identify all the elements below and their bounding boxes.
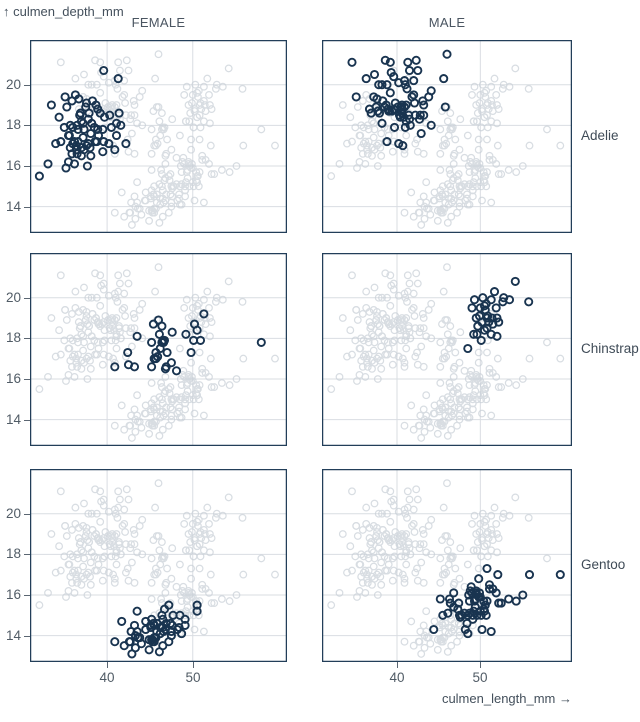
x-tick-label: 40 — [99, 670, 115, 685]
highlight-points — [110, 600, 202, 659]
y-tick-label: 16 — [5, 587, 21, 602]
facet-panel-gentoo-male — [322, 469, 572, 662]
y-tick-label: 14 — [5, 412, 21, 427]
highlight-points — [34, 65, 131, 181]
x-tick-mark — [193, 662, 194, 668]
panel-frame — [30, 253, 287, 446]
y-tick-label: 18 — [5, 546, 21, 561]
facet-panel-gentoo-female — [30, 469, 287, 662]
facet-panel-chinstrap-female — [30, 253, 287, 446]
panel-frame — [322, 40, 572, 233]
row-label-gentoo: Gentoo — [581, 557, 626, 572]
y-tick-mark — [24, 379, 30, 380]
highlight-points — [110, 309, 266, 376]
x-axis-title: culmen_length_mm → — [441, 691, 572, 706]
y-tick-label: 20 — [5, 290, 21, 305]
x-tick-mark — [480, 662, 481, 668]
y-tick-label: 18 — [5, 117, 21, 132]
y-tick-label: 16 — [5, 158, 21, 173]
y-tick-mark — [24, 298, 30, 299]
y-tick-label: 14 — [5, 199, 21, 214]
x-tick-label: 40 — [389, 670, 405, 685]
x-tick-mark — [107, 662, 108, 668]
y-tick-mark — [24, 338, 30, 339]
row-label-chinstrap: Chinstrap — [581, 341, 639, 356]
background-points — [327, 479, 565, 658]
y-tick-mark — [24, 125, 30, 126]
grid — [30, 469, 287, 662]
y-tick-mark — [24, 595, 30, 596]
y-tick-mark — [24, 554, 30, 555]
highlight-points — [463, 276, 534, 354]
y-tick-mark — [24, 636, 30, 637]
panel-frame — [322, 469, 572, 662]
y-tick-mark — [24, 514, 30, 515]
background-points — [327, 263, 565, 442]
facet-panel-adelie-male — [322, 40, 572, 233]
y-tick-mark — [24, 420, 30, 421]
facet-panel-adelie-female — [30, 40, 287, 233]
y-tick-label: 20 — [5, 77, 21, 92]
x-tick-label: 50 — [472, 670, 488, 685]
grid — [30, 40, 287, 233]
panel-frame — [30, 40, 287, 233]
background-points — [35, 479, 279, 658]
y-tick-label: 16 — [5, 371, 21, 386]
y-tick-label: 18 — [5, 330, 21, 345]
y-tick-label: 14 — [5, 628, 21, 643]
y-tick-mark — [24, 207, 30, 208]
y-tick-label: 20 — [5, 506, 21, 521]
x-tick-label: 50 — [185, 670, 201, 685]
column-header-female: FEMALE — [131, 15, 186, 30]
row-label-adelie: Adelie — [581, 128, 619, 143]
y-tick-mark — [24, 85, 30, 86]
highlight-points — [429, 563, 565, 639]
panel-frame — [30, 469, 287, 662]
column-header-male: MALE — [428, 15, 466, 30]
highlight-points — [347, 49, 452, 151]
x-tick-mark — [397, 662, 398, 668]
panel-frame — [322, 253, 572, 446]
y-axis-title: ↑ culmen_depth_mm — [3, 4, 124, 19]
y-tick-mark — [24, 166, 30, 167]
facet-panel-chinstrap-male — [322, 253, 572, 446]
